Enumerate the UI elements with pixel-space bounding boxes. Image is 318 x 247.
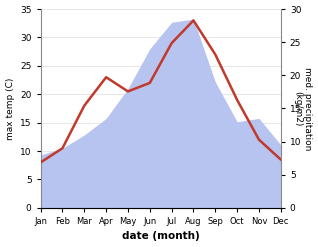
X-axis label: date (month): date (month) bbox=[122, 231, 200, 242]
Y-axis label: med. precipitation
(kg/m2): med. precipitation (kg/m2) bbox=[293, 67, 313, 150]
Y-axis label: max temp (C): max temp (C) bbox=[5, 77, 15, 140]
